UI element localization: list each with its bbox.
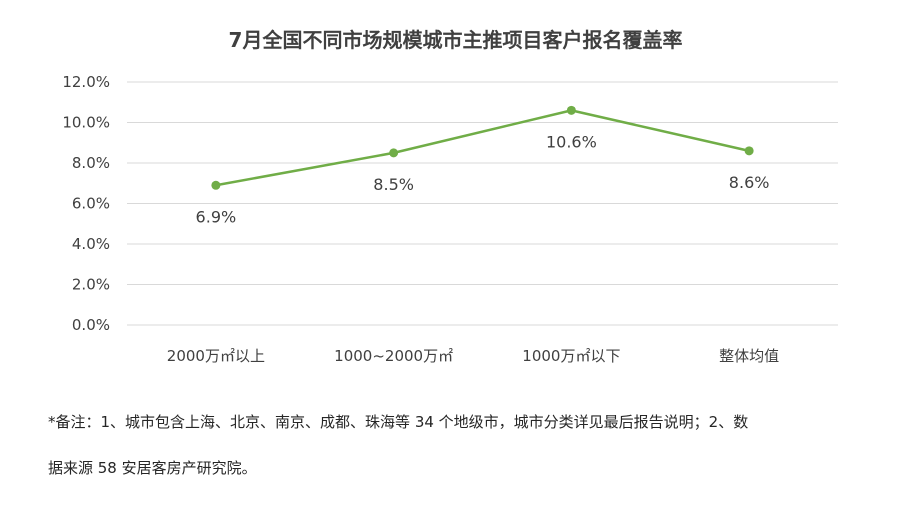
y-tick-label: 4.0% <box>72 235 110 253</box>
data-points <box>211 105 754 190</box>
gridlines <box>127 81 838 326</box>
y-tick-label: 8.0% <box>72 154 110 172</box>
series-line-group <box>215 109 750 187</box>
data-point <box>566 105 576 115</box>
y-tick-label: 12.0% <box>62 73 110 91</box>
x-axis-ticks: 2000万㎡以上 1000~2000万㎡ 1000万㎡以下 整体均值 <box>167 347 779 365</box>
x-tick-label: 2000万㎡以上 <box>167 347 265 365</box>
chart-title: 7月全国不同市场规模城市主推项目客户报名覆盖率 <box>228 28 683 52</box>
y-tick-label: 0.0% <box>72 316 110 334</box>
data-point <box>211 180 221 190</box>
x-tick-label: 1000万㎡以下 <box>522 347 620 365</box>
y-tick-label: 6.0% <box>72 195 110 213</box>
y-tick-label: 10.0% <box>62 114 110 132</box>
x-tick-label: 整体均值 <box>719 347 779 365</box>
y-axis-ticks: 0.0% 2.0% 4.0% 6.0% 8.0% 10.0% 12.0% <box>62 73 110 334</box>
footnote-line-2: 据来源 58 安居客房产研究院。 <box>48 459 257 477</box>
data-label: 10.6% <box>546 132 597 151</box>
footnote-line-1: *备注：1、城市包含上海、北京、南京、成都、珠海等 34 个地级市，城市分类详见… <box>48 413 749 431</box>
y-tick-label: 2.0% <box>72 276 110 294</box>
x-tick-label: 1000~2000万㎡ <box>334 347 453 365</box>
line-chart: 0.0% 2.0% 4.0% 6.0% 8.0% 10.0% 12.0% 2000万㎡以上 1… <box>62 73 838 365</box>
data-label: 8.6% <box>729 173 770 192</box>
data-label: 8.5% <box>373 175 414 194</box>
data-point <box>744 146 754 156</box>
data-labels: 6.9% 8.5% 10.6% 8.6% <box>196 132 770 226</box>
series-line <box>215 109 750 187</box>
data-point <box>389 148 399 158</box>
data-label: 6.9% <box>196 207 237 226</box>
